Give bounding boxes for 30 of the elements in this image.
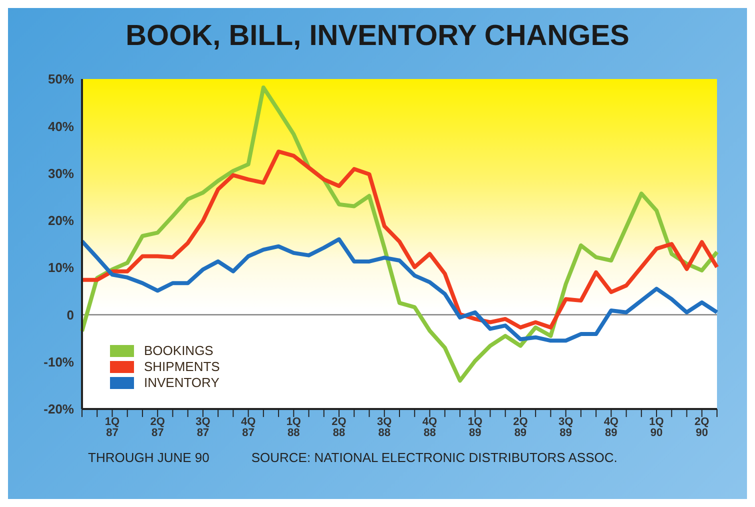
- y-tick-label: 50%: [48, 72, 74, 87]
- x-tick-label: 1Q 89: [468, 416, 483, 439]
- x-tick-label: 1Q 90: [649, 416, 664, 439]
- legend-label: BOOKINGS: [144, 343, 214, 358]
- x-tick-label: 1Q 88: [286, 416, 302, 439]
- y-tick-label: 40%: [48, 118, 74, 134]
- y-tick-label: 0: [66, 307, 74, 322]
- x-tick-label: 1Q 87: [104, 416, 120, 439]
- legend-label: INVENTORY: [144, 375, 220, 390]
- x-tick-label: 4Q 88: [422, 416, 438, 439]
- x-tick-label: 2Q 90: [694, 416, 710, 439]
- x-tick-label: 3Q 87: [196, 416, 211, 439]
- line-series: [80, 150, 719, 330]
- x-tick-label: 4Q 89: [604, 416, 619, 439]
- y-tick-label: 30%: [48, 166, 74, 181]
- x-tick-label: 4Q 87: [240, 416, 256, 439]
- y-tick-label: -10%: [44, 354, 74, 370]
- x-tick-label: 3Q 89: [558, 416, 574, 439]
- x-tick-label: 2Q 89: [513, 416, 528, 439]
- x-tick-label: 2Q 87: [150, 416, 166, 439]
- y-tick-label: 10%: [48, 260, 74, 276]
- x-tick-label: 3Q 88: [377, 416, 392, 439]
- y-tick-label: -20%: [44, 402, 74, 417]
- line-series: [80, 237, 719, 343]
- x-tick-label: 2Q 88: [332, 416, 347, 439]
- source-note: SOURCE: NATIONAL ELECTRONIC DISTRIBUTORS ASSOC.: [251, 450, 618, 465]
- y-tick-label: 20%: [48, 213, 74, 228]
- text: THROUGH JUNE 90: [88, 450, 210, 465]
- legend-label: SHIPMENTS: [144, 359, 220, 374]
- chart-title: BOOK, BILL, INVENTORY CHANGES: [124, 20, 630, 53]
